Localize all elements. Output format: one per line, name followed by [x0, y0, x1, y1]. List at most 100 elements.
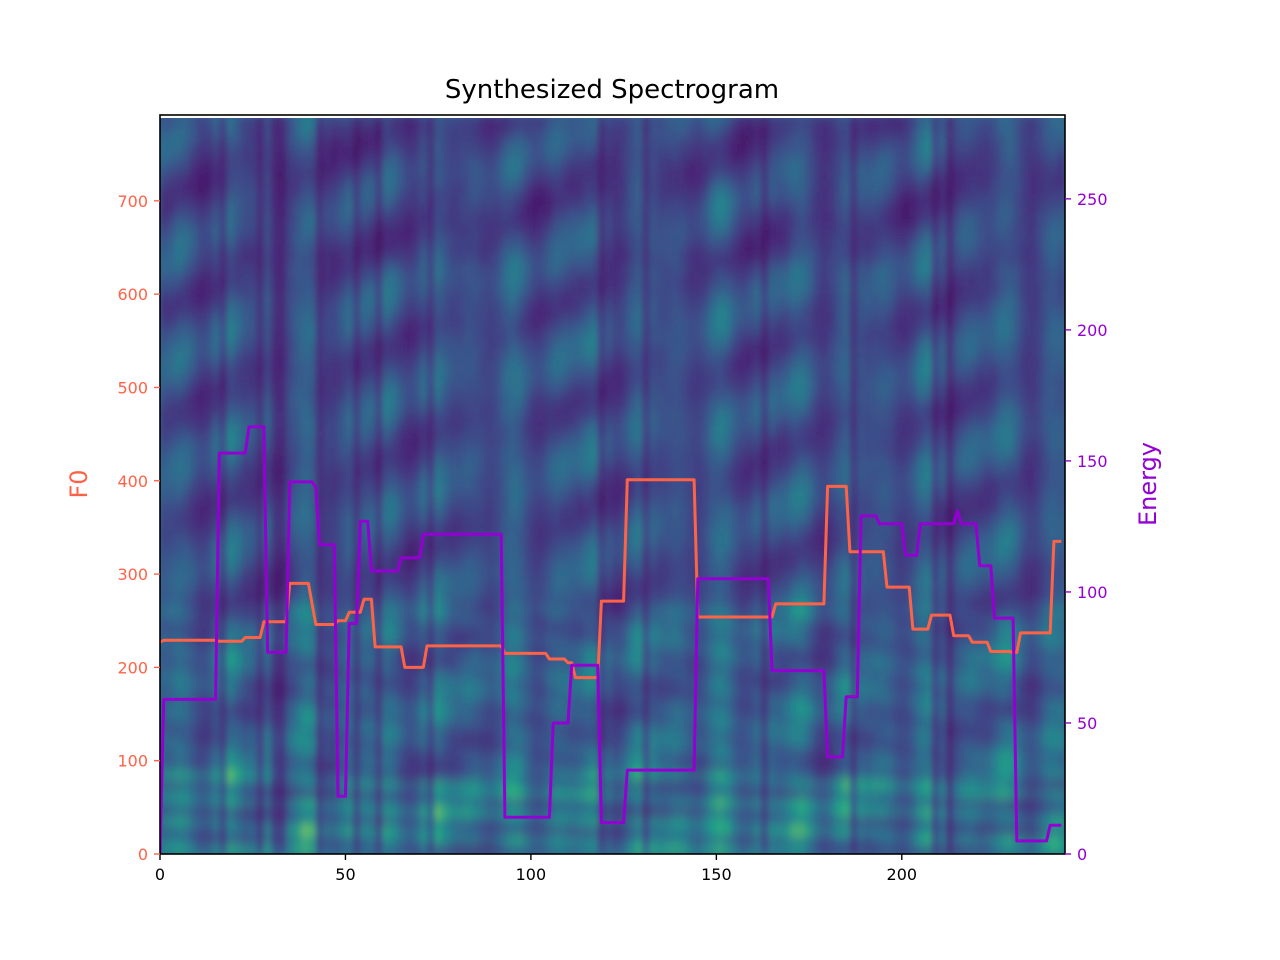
heatmap-cell: [174, 604, 183, 615]
heatmap-cell: [234, 133, 243, 144]
heatmap-cell: [441, 623, 450, 633]
heatmap-cell: [427, 724, 436, 735]
heatmap-cell: [174, 216, 183, 227]
heatmap-cell: [300, 466, 309, 476]
heatmap-cell: [612, 632, 621, 643]
heatmap-cell: [553, 253, 562, 264]
heatmap-cell: [612, 170, 621, 181]
heatmap-cell: [278, 188, 287, 199]
heatmap-cell: [293, 521, 302, 532]
heatmap-cell: [160, 272, 169, 282]
heatmap-cell: [516, 770, 525, 781]
heatmap-cell: [263, 188, 272, 199]
heatmap-cell: [278, 475, 287, 486]
heatmap-cell: [367, 235, 376, 245]
heatmap-cell: [308, 558, 317, 569]
heatmap-cell: [197, 133, 206, 144]
heatmap-cell: [345, 216, 354, 227]
heatmap-cell: [619, 198, 628, 208]
heatmap-cell: [182, 687, 191, 698]
heatmap-cell: [263, 115, 272, 125]
heatmap-cell: [389, 188, 398, 199]
heatmap-cell: [315, 475, 324, 486]
heatmap-cell: [219, 419, 228, 430]
heatmap-cell: [286, 364, 295, 375]
heatmap-cell: [464, 115, 473, 125]
heatmap-cell: [338, 456, 347, 467]
heatmap-cell: [478, 632, 487, 643]
heatmap-cell: [219, 308, 228, 319]
heatmap-cell: [478, 770, 487, 781]
heatmap-cell: [427, 715, 436, 726]
heatmap-cell: [545, 438, 554, 449]
heatmap-cell: [389, 539, 398, 550]
heatmap-cell: [256, 336, 265, 347]
heatmap-cell: [308, 290, 317, 301]
heatmap-cell: [449, 401, 458, 412]
heatmap-cell: [286, 835, 295, 846]
heatmap-cell: [382, 355, 391, 366]
heatmap-cell: [338, 641, 347, 652]
heatmap-cell: [404, 789, 413, 800]
heatmap-cell: [478, 558, 487, 569]
heatmap-cell: [523, 687, 532, 698]
heatmap-cell: [404, 604, 413, 615]
heatmap-cell: [389, 761, 398, 772]
heatmap-cell: [553, 678, 562, 689]
heatmap-cell: [286, 475, 295, 486]
heatmap-cell: [323, 835, 332, 846]
heatmap-cell: [464, 807, 473, 818]
heatmap-cell: [352, 373, 361, 384]
heatmap-cell: [516, 299, 525, 310]
heatmap-cell: [553, 299, 562, 310]
heatmap-cell: [182, 327, 191, 338]
heatmap-cell: [471, 660, 480, 670]
heatmap-cell: [226, 281, 235, 292]
heatmap-cell: [382, 290, 391, 301]
heatmap-cell: [404, 502, 413, 513]
heatmap-cell: [226, 290, 235, 301]
heatmap-cell: [516, 466, 525, 476]
heatmap-cell: [345, 493, 354, 504]
heatmap-cell: [582, 623, 591, 633]
heatmap-cell: [278, 835, 287, 846]
heatmap-cell: [308, 198, 317, 208]
heatmap-cell: [545, 235, 554, 245]
heatmap-cell: [516, 364, 525, 375]
heatmap-cell: [575, 493, 584, 504]
heatmap-cell: [167, 678, 176, 689]
heatmap-cell: [441, 447, 450, 458]
heatmap-cell: [412, 179, 421, 190]
heatmap-cell: [530, 604, 539, 615]
heatmap-cell: [308, 456, 317, 467]
heatmap-cell: [234, 364, 243, 375]
heatmap-cell: [382, 466, 391, 476]
heatmap-cell: [441, 484, 450, 495]
heatmap-cell: [338, 253, 347, 264]
heatmap-cell: [478, 623, 487, 633]
heatmap-cell: [389, 835, 398, 846]
heatmap-cell: [338, 530, 347, 541]
heatmap-cell: [160, 281, 169, 292]
heatmap-cell: [427, 327, 436, 338]
heatmap-cell: [493, 687, 502, 698]
heatmap-cell: [523, 262, 532, 273]
heatmap-cell: [538, 743, 547, 753]
heatmap-cell: [397, 115, 406, 125]
heatmap-cell: [419, 253, 428, 264]
heatmap-cell: [382, 576, 391, 587]
heatmap-cell: [597, 262, 606, 273]
heatmap-cell: [300, 429, 309, 439]
heatmap-cell: [367, 429, 376, 439]
heatmap-cell: [330, 124, 339, 135]
heatmap-cell: [278, 660, 287, 670]
heatmap-cell: [486, 456, 495, 467]
heatmap-cell: [160, 678, 169, 689]
heatmap-cell: [449, 262, 458, 273]
heatmap-cell: [449, 373, 458, 384]
heatmap-cell: [501, 595, 510, 606]
heatmap-cell: [211, 743, 220, 753]
heatmap-cell: [530, 558, 539, 569]
heatmap-cell: [300, 613, 309, 624]
heatmap-cell: [330, 115, 339, 125]
